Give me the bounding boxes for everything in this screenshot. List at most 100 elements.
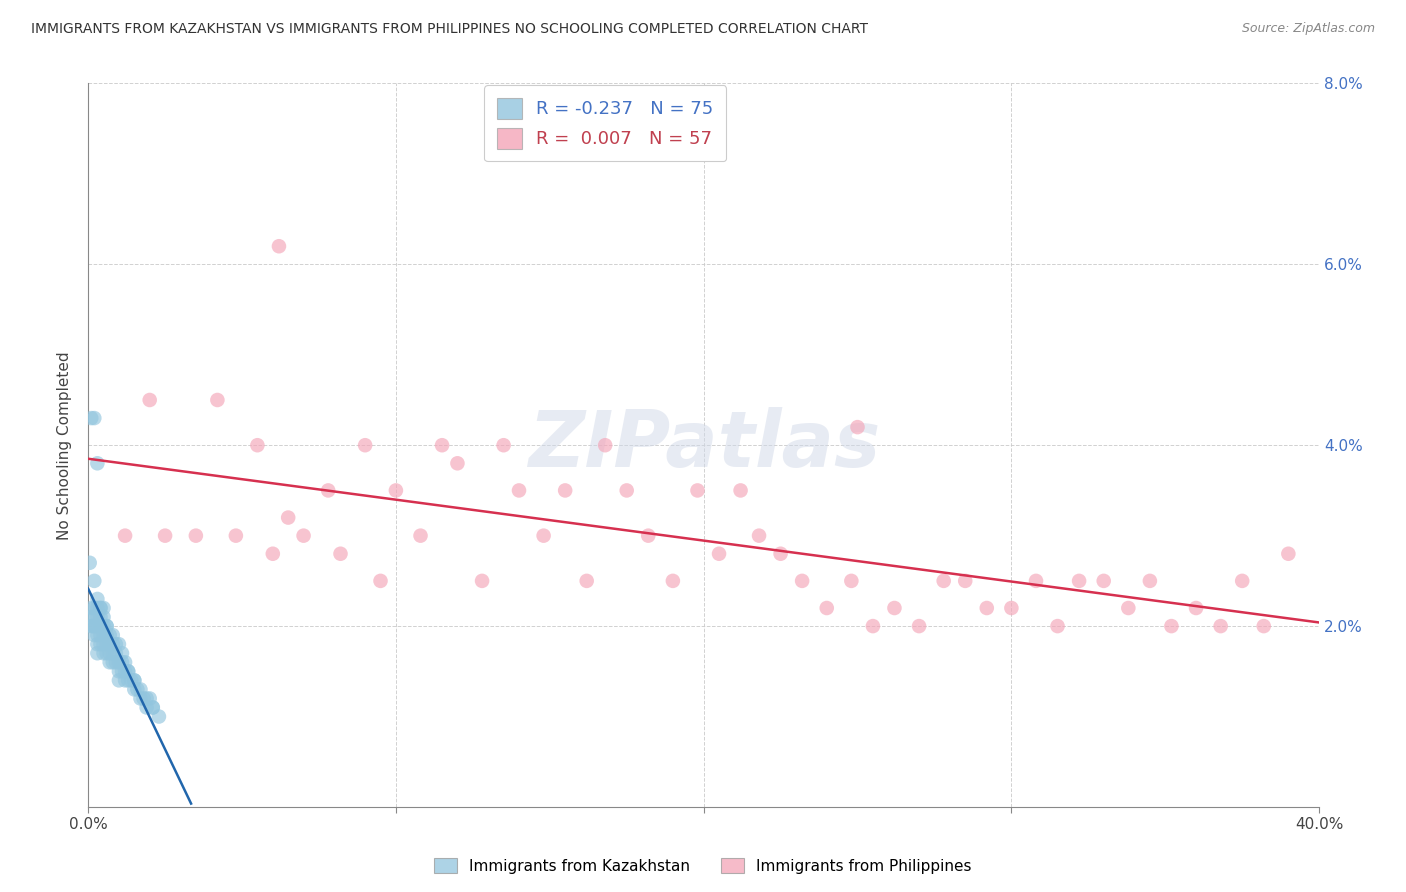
Point xyxy=(138,392,160,407)
Point xyxy=(132,691,155,706)
Point xyxy=(316,483,339,498)
Text: Source: ZipAtlas.com: Source: ZipAtlas.com xyxy=(1241,22,1375,36)
Point xyxy=(114,673,136,688)
Point xyxy=(184,529,207,543)
Point xyxy=(769,547,792,561)
Point xyxy=(96,628,118,642)
Y-axis label: No Schooling Completed: No Schooling Completed xyxy=(58,351,72,540)
Point xyxy=(93,619,115,633)
Point xyxy=(124,682,146,697)
Point xyxy=(129,682,152,697)
Point xyxy=(277,510,299,524)
Point xyxy=(976,601,998,615)
Point xyxy=(82,610,104,624)
Point xyxy=(883,601,905,615)
Point xyxy=(104,637,127,651)
Point xyxy=(955,574,977,588)
Point xyxy=(267,239,290,253)
Point xyxy=(98,646,121,660)
Point xyxy=(98,637,121,651)
Point xyxy=(815,601,838,615)
Point xyxy=(83,619,105,633)
Point xyxy=(1209,619,1232,633)
Point xyxy=(707,547,730,561)
Point xyxy=(93,601,115,615)
Point xyxy=(471,574,494,588)
Point xyxy=(86,601,108,615)
Point xyxy=(354,438,377,452)
Point xyxy=(225,529,247,543)
Point xyxy=(89,619,111,633)
Point xyxy=(575,574,598,588)
Point xyxy=(98,655,121,669)
Point xyxy=(792,574,814,588)
Point xyxy=(86,591,108,606)
Point xyxy=(108,673,131,688)
Point xyxy=(730,483,752,498)
Point xyxy=(430,438,453,452)
Point xyxy=(114,655,136,669)
Point xyxy=(80,610,103,624)
Point xyxy=(1232,574,1254,588)
Point xyxy=(86,610,108,624)
Point xyxy=(80,619,103,633)
Point xyxy=(108,665,131,679)
Point xyxy=(114,529,136,543)
Point xyxy=(142,700,165,714)
Point xyxy=(117,665,139,679)
Point xyxy=(142,700,165,714)
Point xyxy=(846,420,869,434)
Point xyxy=(111,655,134,669)
Point xyxy=(862,619,884,633)
Point xyxy=(262,547,284,561)
Point xyxy=(593,438,616,452)
Point xyxy=(96,646,118,660)
Point xyxy=(117,673,139,688)
Point xyxy=(1067,574,1090,588)
Point xyxy=(1160,619,1182,633)
Point xyxy=(127,682,149,697)
Legend: Immigrants from Kazakhstan, Immigrants from Philippines: Immigrants from Kazakhstan, Immigrants f… xyxy=(429,852,977,880)
Point xyxy=(120,673,142,688)
Point xyxy=(89,637,111,651)
Point xyxy=(93,637,115,651)
Point xyxy=(93,610,115,624)
Point xyxy=(841,574,863,588)
Point xyxy=(108,655,131,669)
Point xyxy=(409,529,432,543)
Point xyxy=(446,456,468,470)
Point xyxy=(637,529,659,543)
Point xyxy=(86,628,108,642)
Point xyxy=(111,646,134,660)
Point xyxy=(1185,601,1208,615)
Point xyxy=(1277,547,1299,561)
Point xyxy=(1139,574,1161,588)
Point xyxy=(96,619,118,633)
Legend: R = -0.237   N = 75, R =  0.007   N = 57: R = -0.237 N = 75, R = 0.007 N = 57 xyxy=(484,86,727,161)
Point xyxy=(1253,619,1275,633)
Point xyxy=(80,601,103,615)
Point xyxy=(207,392,229,407)
Point xyxy=(96,637,118,651)
Point xyxy=(148,709,170,723)
Point xyxy=(908,619,931,633)
Point xyxy=(80,411,103,425)
Point xyxy=(83,411,105,425)
Point xyxy=(508,483,530,498)
Point xyxy=(1025,574,1047,588)
Point xyxy=(83,574,105,588)
Point xyxy=(1092,574,1115,588)
Point xyxy=(329,547,352,561)
Point xyxy=(1000,601,1022,615)
Point xyxy=(89,601,111,615)
Point xyxy=(104,655,127,669)
Point xyxy=(108,637,131,651)
Point xyxy=(124,673,146,688)
Point xyxy=(111,665,134,679)
Point xyxy=(84,619,107,633)
Point xyxy=(93,628,115,642)
Point xyxy=(932,574,955,588)
Point xyxy=(98,628,121,642)
Point xyxy=(153,529,176,543)
Point xyxy=(246,438,269,452)
